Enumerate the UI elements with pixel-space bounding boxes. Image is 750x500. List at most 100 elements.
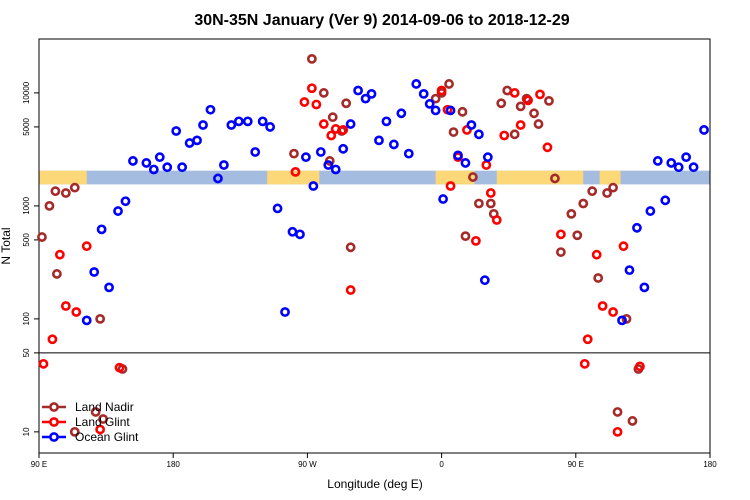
data-point	[535, 89, 545, 100]
data-point	[396, 108, 407, 119]
data-point	[566, 208, 577, 219]
data-point	[453, 150, 463, 161]
data-point	[114, 362, 125, 373]
data-point	[374, 135, 384, 146]
data-point	[496, 98, 507, 109]
y-axis-label: N Total	[0, 227, 13, 264]
data-point	[338, 125, 349, 135]
y-tick-label: 10	[22, 427, 31, 436]
x-tick-label: 180	[703, 460, 717, 469]
data-point	[60, 188, 71, 198]
data-point	[341, 98, 352, 109]
data-point	[148, 164, 159, 175]
data-point	[688, 162, 699, 173]
data-point	[366, 88, 377, 99]
data-point	[485, 198, 496, 209]
data-point	[533, 119, 544, 129]
series-ocean-glint	[81, 79, 709, 326]
data-point	[612, 407, 623, 417]
data-point	[95, 313, 106, 324]
land-band-segment	[39, 170, 87, 185]
y-tick-label: 1000	[22, 196, 31, 214]
data-point	[280, 307, 290, 317]
data-point	[360, 93, 371, 104]
data-point	[482, 152, 493, 163]
data-point	[233, 116, 244, 127]
data-point	[666, 158, 677, 168]
data-point	[301, 152, 311, 163]
plot-frame	[38, 38, 711, 454]
data-point	[639, 282, 650, 293]
data-point	[645, 206, 656, 216]
data-point	[624, 265, 635, 276]
data-point	[578, 198, 589, 209]
data-point	[308, 181, 319, 191]
data-point	[608, 307, 618, 317]
data-point	[445, 181, 456, 191]
data-point	[345, 119, 356, 129]
chart-title: 30N-35N January (Ver 9) 2014-09-06 to 20…	[194, 12, 569, 29]
data-point	[430, 105, 441, 116]
data-point	[473, 129, 484, 140]
data-point	[481, 160, 492, 170]
data-point	[438, 194, 448, 204]
data-point	[418, 88, 429, 99]
data-point	[113, 206, 123, 216]
data-point	[523, 95, 533, 106]
legend-marker	[49, 432, 59, 442]
data-point	[311, 99, 322, 110]
data-point	[295, 229, 305, 240]
land-band-segment	[599, 170, 621, 185]
data-point	[81, 241, 92, 252]
data-point	[120, 196, 131, 207]
data-point	[330, 164, 341, 175]
data-point	[411, 79, 422, 89]
data-point	[602, 188, 613, 198]
data-point	[44, 200, 55, 211]
data-point	[141, 158, 152, 168]
data-point	[171, 126, 182, 136]
data-point	[257, 116, 268, 127]
data-point	[681, 152, 692, 163]
data-point	[491, 215, 502, 225]
data-point	[617, 315, 627, 326]
data-point	[555, 229, 566, 240]
data-point	[71, 307, 82, 317]
data-point	[460, 158, 471, 168]
data-point	[242, 116, 253, 127]
data-point	[272, 203, 283, 214]
data-point	[184, 138, 195, 148]
data-point	[485, 188, 496, 198]
x-tick-label: 90 W	[298, 460, 317, 469]
data-point	[593, 273, 604, 283]
data-point	[353, 85, 363, 96]
data-point	[323, 160, 334, 170]
data-point	[90, 407, 101, 417]
legend-label: Land Glint	[75, 415, 130, 429]
data-point	[430, 93, 441, 104]
data-point	[95, 424, 106, 435]
data-point	[618, 241, 629, 252]
data-point	[529, 108, 539, 119]
data-point	[572, 230, 583, 241]
data-point	[327, 112, 338, 123]
data-point	[699, 125, 709, 135]
data-point	[632, 222, 642, 233]
x-tick-label: 0	[439, 460, 444, 469]
data-point	[330, 124, 341, 134]
data-point	[544, 95, 554, 106]
data-point	[555, 247, 566, 257]
x-tick-label: 180	[167, 460, 181, 469]
data-point	[318, 119, 329, 129]
x-axis-label: Longitude (deg E)	[327, 477, 422, 491]
data-point	[466, 120, 477, 130]
data-point	[652, 156, 663, 166]
data-point	[608, 182, 618, 193]
data-point	[198, 120, 208, 130]
data-point	[445, 105, 456, 116]
legend-label: Land Nadir	[75, 400, 134, 414]
legend-label: Ocean Glint	[75, 430, 139, 444]
data-point	[306, 53, 317, 64]
